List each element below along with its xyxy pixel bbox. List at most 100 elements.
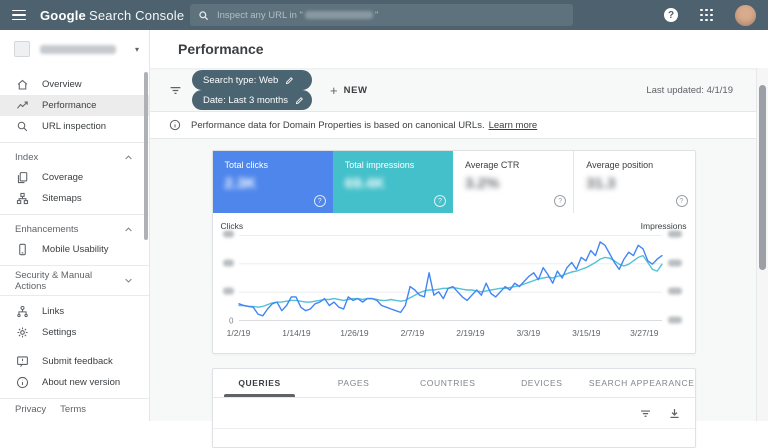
table-filter-icon[interactable] — [639, 407, 652, 420]
metric-card-average-position[interactable]: Average position 31.3 ? — [573, 151, 695, 213]
sidebar-item-submit-feedback[interactable]: Submit feedback — [0, 351, 149, 372]
property-selector[interactable]: ▾ — [0, 30, 149, 68]
x-tick-label: 1/26/19 — [340, 328, 369, 338]
tab-queries[interactable]: QUERIES — [213, 369, 307, 397]
y-tick-left — [222, 287, 234, 297]
redacted-y-value — [667, 316, 682, 324]
sidebar-item-label: Submit feedback — [42, 356, 113, 367]
sidebar-item-label: Overview — [42, 79, 82, 90]
filter-chips: Search type: Web Date: Last 3 months — [192, 70, 320, 110]
metric-card-total-clicks[interactable]: Total clicks 2.3K ? — [212, 151, 333, 213]
sidebar-item-sitemaps[interactable]: Sitemaps — [0, 188, 149, 209]
redacted-y-value — [222, 259, 234, 267]
y-axis-left: 0 — [213, 230, 239, 326]
metric-value: 31.3 — [586, 175, 616, 192]
main-scrollbar-thumb[interactable] — [759, 85, 766, 270]
filter-chip-1[interactable]: Date: Last 3 months — [192, 90, 313, 110]
sidebar-item-performance[interactable]: Performance — [0, 95, 149, 116]
google-apps-grid-icon[interactable] — [700, 8, 713, 22]
redacted-property-name — [40, 44, 116, 54]
sidebar-item-label: URL inspection — [42, 121, 107, 132]
clicks-axis-label: Clicks — [220, 221, 244, 231]
logo-google: Google — [40, 7, 86, 23]
sidebar-item-label: Settings — [42, 327, 77, 338]
main-scrollbar-track[interactable] — [756, 68, 768, 421]
sidebar-item-links[interactable]: Links — [0, 301, 149, 322]
sidebar-section-enhancements[interactable]: Enhancements — [0, 220, 149, 239]
sidebar-divider — [0, 214, 149, 215]
y-tick-right — [667, 230, 682, 240]
redacted-y-value — [667, 259, 682, 267]
info-icon — [15, 376, 29, 389]
caret-down-icon: ▾ — [134, 44, 139, 54]
coverage-icon — [15, 171, 29, 184]
y-tick-right — [667, 316, 682, 326]
sidebar-gap — [0, 343, 149, 351]
sitemaps-icon — [15, 192, 29, 205]
metric-card-average-ctr[interactable]: Average CTR 3.2% ? — [453, 151, 574, 213]
sidebar-item-about-new-version[interactable]: About new version — [0, 372, 149, 393]
tab-search-appearance[interactable]: SEARCH APPEARANCE — [588, 378, 695, 388]
learn-more-link[interactable]: Learn more — [488, 119, 538, 131]
sidebar-divider — [0, 265, 149, 266]
filter-row: Search type: Web Date: Last 3 months + N… — [150, 70, 757, 110]
tab-countries[interactable]: COUNTRIES — [420, 378, 476, 388]
sidebar-item-label: Mobile Usability — [42, 244, 109, 255]
metric-card-total-impressions[interactable]: Total impressions 69.4K ? — [332, 151, 453, 213]
redacted-y-value — [667, 287, 682, 295]
links-icon — [15, 305, 29, 318]
new-filter-button[interactable]: + NEW — [330, 82, 368, 98]
search-icon — [199, 10, 209, 20]
user-avatar[interactable] — [735, 4, 756, 26]
sidebar-item-mobile-usability[interactable]: Mobile Usability — [0, 239, 149, 260]
x-tick-label: 3/15/19 — [572, 328, 601, 338]
metric-tiles: Total clicks 2.3K ? Total impressions 69.… — [212, 151, 695, 213]
dimension-tabs: QUERIES PAGES COUNTRIES DEVICES SEARCH APPEA… — [212, 369, 695, 398]
help-icon[interactable]: ? — [664, 8, 678, 22]
sidebar-item-label: Performance — [42, 100, 97, 111]
tab-pages[interactable]: PAGES — [337, 378, 370, 388]
sidebar-section-index[interactable]: Index — [0, 148, 149, 167]
tab-devices[interactable]: DEVICES — [521, 378, 563, 388]
property-icon — [14, 41, 30, 57]
feedback-icon — [15, 355, 29, 368]
terms-link[interactable]: Terms — [60, 404, 87, 415]
sidebar-scrollbar[interactable] — [144, 72, 148, 240]
chart-lines — [237, 235, 663, 321]
app-logo[interactable]: Google Search Console — [40, 8, 184, 23]
sidebar-item-label: Sitemaps — [42, 193, 82, 204]
filter-list-icon[interactable] — [169, 84, 182, 97]
sidebar-section-security-manual-actions[interactable]: Security & Manual Actions — [0, 270, 149, 292]
sidebar-item-settings[interactable]: Settings — [0, 322, 149, 343]
sidebar-item-overview[interactable]: Overview — [0, 74, 149, 95]
help-question-icon[interactable]: ? — [554, 195, 567, 207]
y-tick-left — [222, 259, 234, 268]
metric-title: Total clicks — [224, 160, 269, 170]
url-inspect-search-input[interactable]: Inspect any URL in " " — [190, 4, 573, 26]
performance-chart-card: Total clicks 2.3K ? Total impressions 69.… — [211, 150, 696, 354]
download-icon[interactable] — [668, 407, 681, 420]
privacy-link[interactable]: Privacy — [15, 404, 47, 415]
redacted-domain — [304, 11, 373, 19]
help-question-icon[interactable]: ? — [675, 195, 688, 207]
filter-chip-0[interactable]: Search type: Web — [192, 70, 313, 90]
banner-text: Performance data for Domain Properties i… — [191, 119, 485, 131]
sidebar-divider — [0, 398, 149, 399]
search-placeholder: Inspect any URL in " " — [217, 9, 379, 21]
help-question-icon[interactable]: ? — [313, 195, 326, 207]
main-content: Performance Search type: Web Date: Last … — [150, 30, 768, 448]
chevron-down-icon — [122, 274, 135, 287]
settings-icon — [15, 326, 29, 339]
x-tick-label: 3/3/19 — [516, 328, 541, 338]
help-question-icon[interactable]: ? — [434, 195, 446, 207]
sidebar-item-url-inspection[interactable]: URL inspection — [0, 116, 149, 137]
sidebar-item-coverage[interactable]: Coverage — [0, 167, 149, 188]
hamburger-menu-icon[interactable] — [12, 8, 26, 22]
plus-icon: + — [330, 82, 338, 98]
logo-search-console: Search Console — [88, 7, 185, 23]
chart-plot-area[interactable] — [237, 235, 663, 321]
dimensions-table-card: QUERIES PAGES COUNTRIES DEVICES SEARCH APPEA… — [211, 368, 696, 448]
x-tick-label: 2/19/19 — [456, 328, 485, 338]
sidebar-footer: Privacy Terms — [15, 404, 86, 415]
